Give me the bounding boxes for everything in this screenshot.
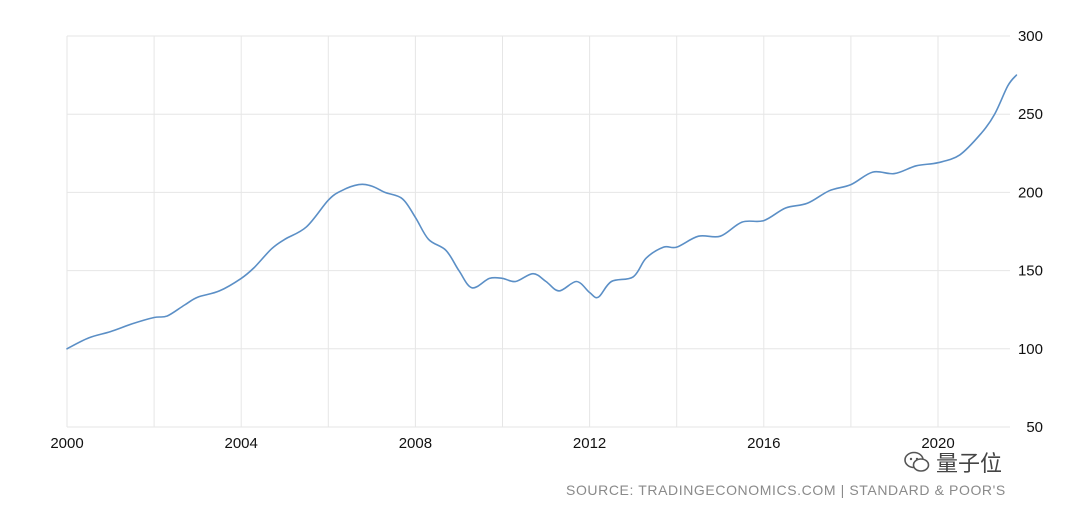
grid <box>66 35 1010 428</box>
series-layer <box>66 74 1018 350</box>
x-axis: 2000 2004 2008 2012 2016 2020 <box>50 435 954 452</box>
x-tick-label: 2020 <box>921 435 954 452</box>
x-tick-label: 2000 <box>50 435 83 452</box>
x-tick-label: 2012 <box>573 435 606 452</box>
series-line <box>66 74 1018 350</box>
y-tick-label: 100 <box>1018 341 1043 358</box>
watermark: 量子位 <box>904 446 1002 478</box>
x-tick-label: 2008 <box>399 435 432 452</box>
y-tick-label: 300 <box>1018 28 1043 45</box>
wechat-icon <box>904 451 930 472</box>
watermark-text: 量子位 <box>936 452 1003 477</box>
x-tick-label: 2016 <box>747 435 780 452</box>
y-tick-label: 150 <box>1018 263 1043 280</box>
x-tick-label: 2004 <box>225 435 258 452</box>
y-tick-label: 250 <box>1018 106 1043 123</box>
source-note: SOURCE: TRADINGECONOMICS.COM | STANDARD … <box>566 482 1006 498</box>
y-tick-label: 50 <box>1026 419 1043 436</box>
y-axis: 300 250 200 150 100 50 <box>1018 28 1043 436</box>
y-tick-label: 200 <box>1018 184 1043 201</box>
